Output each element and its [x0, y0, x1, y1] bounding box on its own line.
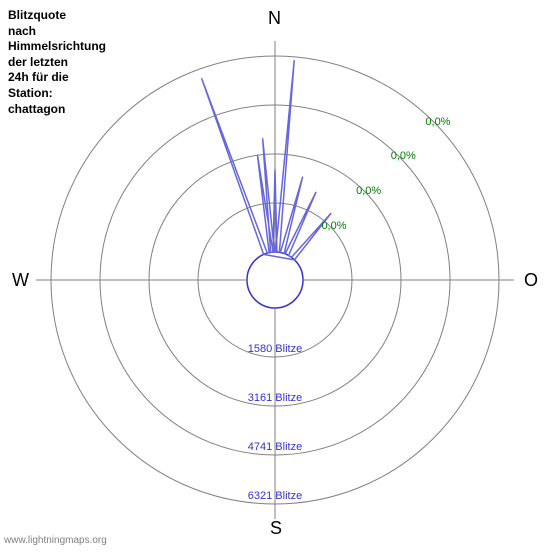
footer-credit: www.lightningmaps.org	[4, 535, 107, 546]
blue-ring-label-3: 6321 Blitze	[248, 490, 302, 502]
direction-n: N	[268, 8, 281, 29]
blue-ring-label-1: 3161 Blitze	[248, 392, 302, 404]
green-ring-label-3: 0,0%	[425, 116, 450, 128]
green-ring-label-0: 0,0%	[321, 220, 346, 232]
direction-w: W	[12, 270, 29, 291]
direction-o: O	[524, 270, 538, 291]
chart-title: BlitzquotenachHimmelsrichtungder letzten…	[8, 8, 106, 117]
direction-s: S	[270, 518, 282, 539]
blue-ring-label-0: 1580 Blitze	[248, 343, 302, 355]
green-ring-label-2: 0,0%	[391, 150, 416, 162]
blue-ring-label-2: 4741 Blitze	[248, 441, 302, 453]
green-ring-label-1: 0,0%	[356, 185, 381, 197]
